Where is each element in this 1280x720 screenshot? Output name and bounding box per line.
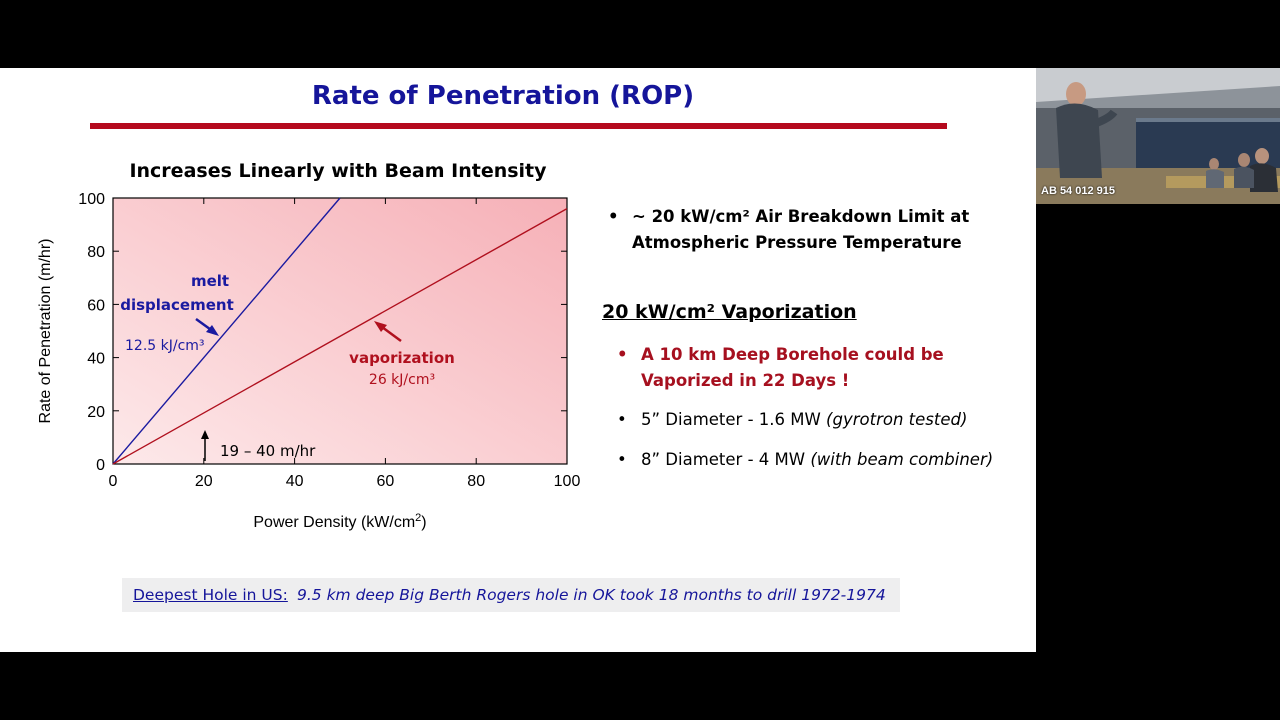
x-tick-label: 0 xyxy=(109,473,118,490)
plot-area xyxy=(112,197,568,465)
footnote-label: Deepest Hole in US: xyxy=(133,586,288,604)
participant-video[interactable]: AB 54 012 915 xyxy=(1036,68,1280,204)
bullet-dot: • xyxy=(617,450,627,469)
x-tick-label: 20 xyxy=(195,473,213,490)
range-label: 19 – 40 m/hr xyxy=(220,442,316,460)
melt-energy-label: 12.5 kJ/cm³ xyxy=(125,338,205,354)
borehole-line2: Vaporized in 22 Days ! xyxy=(641,371,850,390)
y-tick-label: 100 xyxy=(78,191,105,208)
five-inch-text: 5” Diameter - 1.6 MW xyxy=(641,410,827,429)
air-breakdown-line1: ~ 20 kW/cm² Air Breakdown Limit at xyxy=(632,207,970,226)
footnote-box: Deepest Hole in US: 9.5 km deep Big Bert… xyxy=(122,578,900,612)
series-line-1 xyxy=(112,208,568,465)
melt-label-line1: melt xyxy=(191,272,229,290)
eight-inch-note: (with beam combiner) xyxy=(810,450,994,469)
x-tick-label: 60 xyxy=(377,473,395,490)
y-tick-label: 80 xyxy=(87,244,105,261)
footnote-text: 9.5 km deep Big Berth Rogers hole in OK … xyxy=(297,586,886,604)
rop-chart: 0 20 40 60 80 100 0 20 40 60 80 100 Power Density (… xyxy=(37,191,580,531)
range-arrowhead xyxy=(201,430,209,439)
bullet-dot: • xyxy=(608,207,619,226)
slide: Rate of Penetration (ROP) Increases Line… xyxy=(0,68,1036,652)
bullet-dot: • xyxy=(617,410,627,429)
vaporization-arrow xyxy=(381,325,402,343)
vaporization-energy-label: 26 kJ/cm³ xyxy=(369,372,435,388)
melt-label-line2: displacement xyxy=(120,296,234,314)
series-layer xyxy=(112,197,568,465)
series-line-0 xyxy=(112,197,341,465)
participant-name: AB 54 012 915 xyxy=(1041,185,1115,197)
bullet-dot: • xyxy=(617,345,628,364)
vaporization-arrowhead xyxy=(374,321,387,332)
slide-title: Rate of Penetration (ROP) xyxy=(311,81,695,111)
x-tick-label: 40 xyxy=(286,473,304,490)
y-tick-label: 20 xyxy=(87,404,105,421)
five-inch-note: (gyrotron tested) xyxy=(826,410,968,429)
air-breakdown-line2: Atmospheric Pressure Temperature xyxy=(632,233,962,252)
title-divider xyxy=(90,123,947,129)
y-axis-label: Rate of Penetration (m/hr) xyxy=(37,239,54,424)
chart-heading: Increases Linearly with Beam Intensity xyxy=(129,160,547,182)
vaporization-heading: 20 kW/cm² Vaporization xyxy=(602,301,857,323)
x-tick-label: 100 xyxy=(554,473,581,490)
axis-ticks xyxy=(112,197,568,465)
y-tick-label: 0 xyxy=(96,457,105,474)
borehole-line1: A 10 km Deep Borehole could be xyxy=(641,345,944,364)
y-tick-label: 60 xyxy=(87,297,105,314)
x-tick-label: 80 xyxy=(467,473,485,490)
eight-inch-text: 8” Diameter - 4 MW xyxy=(641,450,811,469)
vaporization-label: vaporization xyxy=(349,349,455,367)
tick-labels: 0 20 40 60 80 100 0 20 40 60 80 100 xyxy=(78,191,580,490)
x-axis-label: Power Density (kW/cm2) xyxy=(253,512,426,531)
video-frame xyxy=(1036,68,1280,204)
melt-arrowhead xyxy=(206,325,219,336)
y-tick-label: 40 xyxy=(87,351,105,368)
